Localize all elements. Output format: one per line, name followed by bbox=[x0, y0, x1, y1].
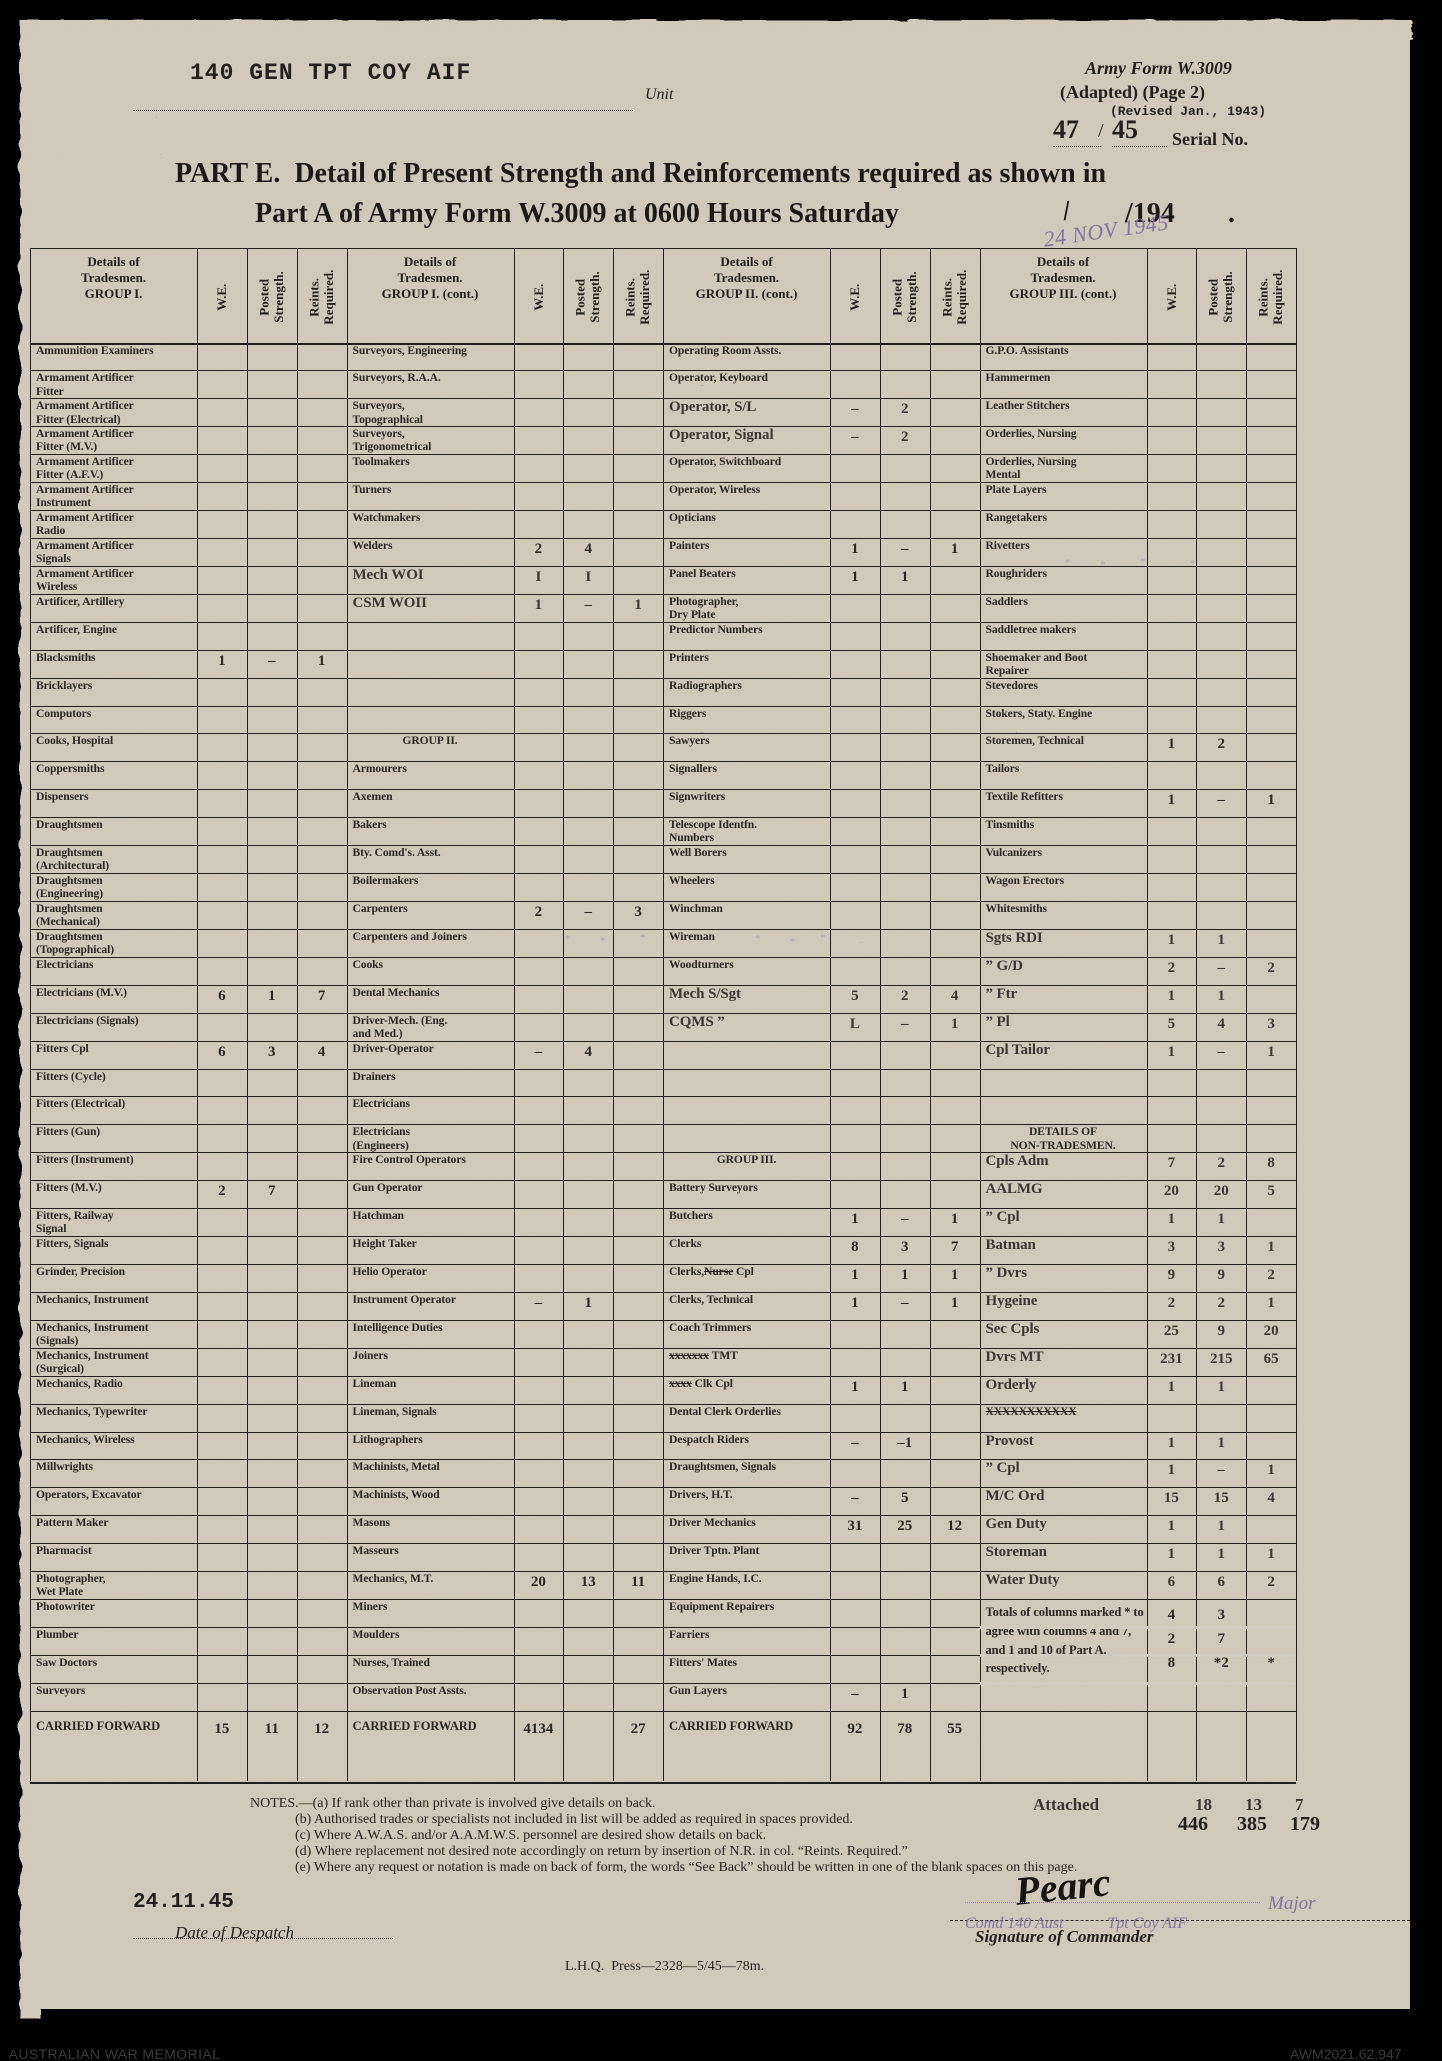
svg-text:-: - bbox=[700, 726, 704, 738]
svg-text:.: . bbox=[160, 146, 163, 158]
svg-text:*: * bbox=[600, 935, 606, 947]
svg-text:*: * bbox=[410, 933, 416, 945]
svg-text:*: * bbox=[755, 933, 761, 945]
svg-text:*: * bbox=[1100, 559, 1106, 571]
svg-text:-: - bbox=[700, 379, 704, 391]
svg-text:*: * bbox=[385, 935, 391, 947]
svg-text:*: * bbox=[820, 932, 826, 944]
svg-text:*: * bbox=[1065, 557, 1071, 569]
svg-text:*: * bbox=[640, 932, 646, 944]
svg-text:.: . bbox=[1015, 724, 1018, 736]
svg-text:.: . bbox=[155, 109, 158, 121]
svg-text:.: . bbox=[860, 934, 863, 946]
svg-text:*: * bbox=[355, 932, 361, 944]
svg-text:*: * bbox=[565, 933, 571, 945]
svg-text:*: * bbox=[790, 936, 796, 948]
svg-text:*: * bbox=[1190, 558, 1196, 570]
svg-text:*: * bbox=[1140, 556, 1146, 568]
